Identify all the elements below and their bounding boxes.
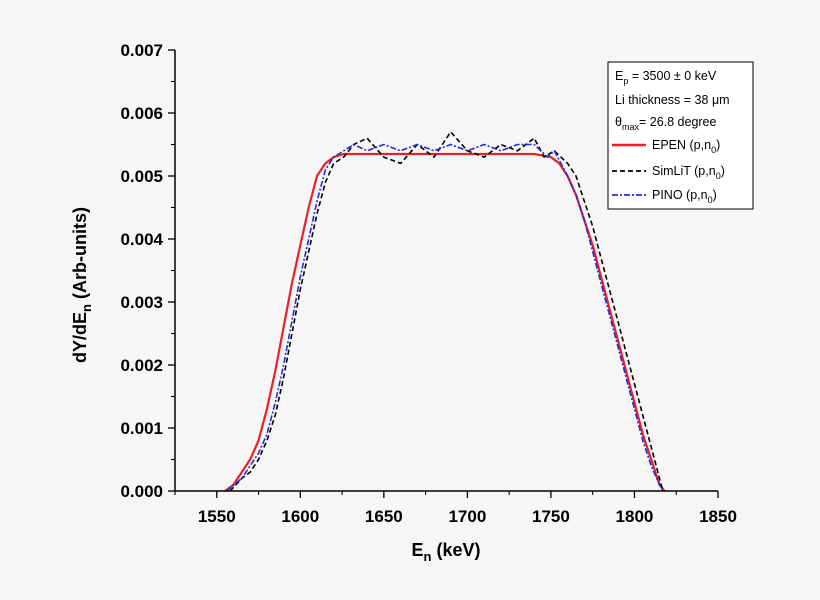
x-tick-label: 1850 bbox=[699, 507, 737, 526]
legend-label-pino: PINO (p,n0) bbox=[652, 188, 717, 205]
x-tick-label: 1600 bbox=[281, 507, 319, 526]
legend-info-theta: θmax= 26.8 degree bbox=[615, 115, 717, 132]
plot-lines bbox=[224, 131, 666, 492]
y-tick-label: 0.000 bbox=[120, 482, 163, 501]
series-line-pino bbox=[226, 143, 664, 492]
y-tick-label: 0.007 bbox=[120, 41, 163, 60]
legend-label-epen: EPEN (p,n0) bbox=[652, 138, 720, 155]
series-line-epen bbox=[224, 152, 666, 492]
ticks: 1550 1600 1650 1700 1750 1800 1850 0.000 0.001 0.… bbox=[120, 41, 736, 526]
y-axis-title: dY/dEn (Arb-units) bbox=[70, 207, 94, 363]
legend: Ep = 3500 ± 0 keV Li thickness = 38 μm θ… bbox=[607, 61, 754, 210]
legend-info-thickness: Li thickness = 38 μm bbox=[615, 93, 730, 107]
x-axis-title: En (keV) bbox=[412, 540, 481, 564]
x-tick-label: 1550 bbox=[198, 507, 236, 526]
y-tick-label: 0.002 bbox=[120, 356, 163, 375]
x-tick-label: 1700 bbox=[448, 507, 486, 526]
y-tick-label: 0.004 bbox=[120, 230, 163, 249]
y-tick-label: 0.001 bbox=[120, 419, 163, 438]
x-tick-label: 1800 bbox=[616, 507, 654, 526]
y-tick-label: 0.003 bbox=[120, 293, 163, 312]
legend-label-simlit: SimLiT (p,n0) bbox=[652, 164, 725, 181]
y-tick-label: 0.005 bbox=[120, 167, 163, 186]
series-line-simlit bbox=[229, 131, 664, 492]
x-tick-label: 1650 bbox=[365, 507, 403, 526]
legend-box bbox=[607, 61, 754, 210]
x-tick-label: 1750 bbox=[532, 507, 570, 526]
y-tick-label: 0.006 bbox=[120, 104, 163, 123]
legend-info-ep: Ep = 3500 ± 0 keV bbox=[615, 69, 717, 86]
